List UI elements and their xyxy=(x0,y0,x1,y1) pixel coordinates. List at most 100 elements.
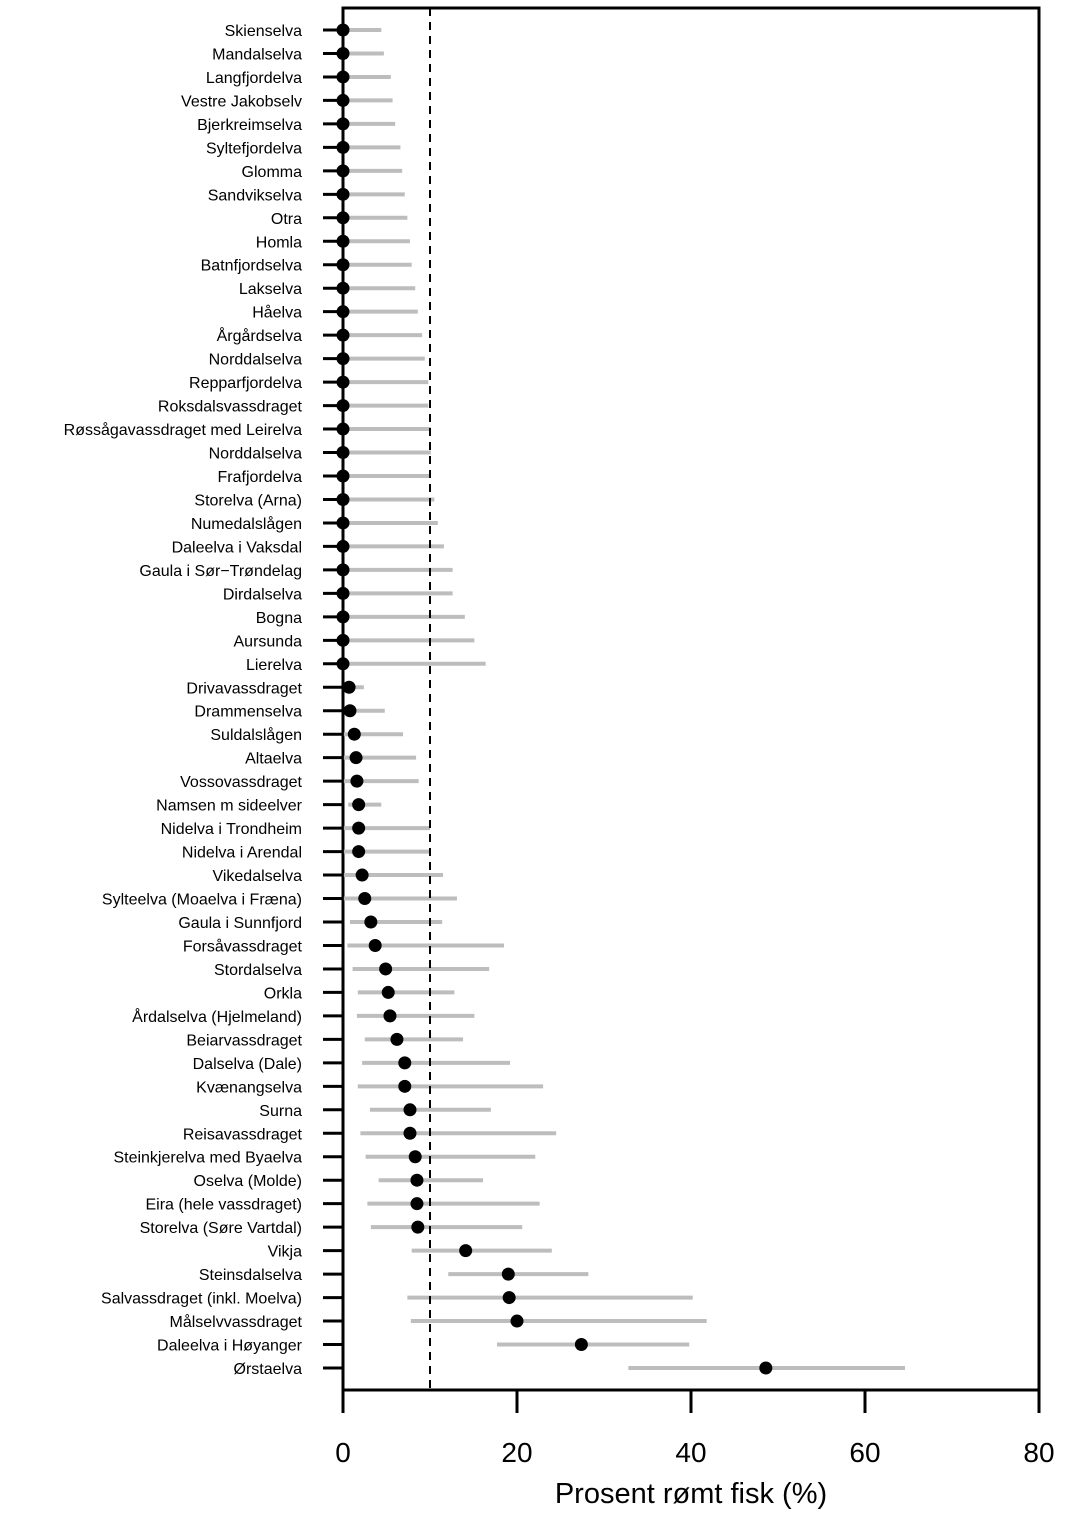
y-tick-label: Ørstaelva xyxy=(234,1361,303,1378)
rows-group: Skienselva Mandalselva Langfjordelva Vestre… xyxy=(64,23,906,1378)
y-tick-label: Norddalselva xyxy=(209,352,302,369)
chart-row: Gaula i Sør−Trøndelag xyxy=(139,563,453,580)
chart-row: Bjerkreimselva xyxy=(197,117,396,134)
chart-row: Salvassdraget (inkl. Moelva) xyxy=(101,1291,693,1308)
chart-row: Drammenselva xyxy=(194,704,385,721)
data-point xyxy=(368,938,382,952)
chart-row: Kvænangselva xyxy=(196,1079,544,1096)
chart-row: Suldalslågen xyxy=(210,726,404,744)
chart-row: Vikedalselva xyxy=(212,868,444,885)
data-point xyxy=(350,774,364,788)
chart-row: Altaelva xyxy=(245,751,417,768)
y-tick-label: Aursunda xyxy=(234,633,303,650)
data-point xyxy=(403,1126,417,1140)
chart-row: Dalselva (Dale) xyxy=(193,1056,511,1073)
y-tick-label: Røssågavassdraget med Leirelva xyxy=(64,421,302,439)
chart-row: Namsen m sideelver xyxy=(156,798,382,815)
chart-row: Forsåvassdraget xyxy=(183,937,504,955)
y-tick-label: Frafjordelva xyxy=(218,469,303,486)
y-tick-label: Surna xyxy=(259,1103,302,1120)
y-tick-label: Vestre Jakobselv xyxy=(181,93,302,110)
data-point xyxy=(336,375,350,389)
chart-row: Batnfjordselva xyxy=(201,258,412,275)
data-point xyxy=(343,704,357,718)
chart-row: Vossovassdraget xyxy=(180,774,419,791)
data-point xyxy=(502,1291,516,1305)
data-point xyxy=(336,305,350,319)
y-tick-label: Vossovassdraget xyxy=(180,774,302,791)
data-point xyxy=(381,985,395,999)
data-point xyxy=(336,164,350,178)
chart-row: Lierelva xyxy=(246,657,486,674)
data-point xyxy=(336,539,350,553)
data-point xyxy=(336,586,350,600)
data-point xyxy=(336,140,350,154)
data-point xyxy=(336,117,350,131)
y-tick-label: Salvassdraget (inkl. Moelva) xyxy=(101,1291,302,1308)
data-point xyxy=(352,821,366,835)
chart-row: Dirdalselva xyxy=(223,586,453,603)
data-point xyxy=(349,751,363,765)
data-point xyxy=(336,422,350,436)
y-tick-label: Namsen m sideelver xyxy=(156,798,303,815)
y-tick-label: Gaula i Sunnfjord xyxy=(178,915,302,932)
data-point xyxy=(398,1079,412,1093)
y-tick-label: Daleelva i Høyanger xyxy=(157,1338,303,1355)
chart-row: Langfjordelva xyxy=(206,70,391,87)
data-point xyxy=(411,1220,425,1234)
y-tick-label: Orkla xyxy=(264,985,302,1002)
chart-row: Oselva (Molde) xyxy=(194,1173,484,1190)
data-point xyxy=(355,868,369,882)
y-tick-label: Eira (hele vassdraget) xyxy=(145,1197,302,1214)
y-tick-label: Altaelva xyxy=(245,751,302,768)
y-tick-label: Daleelva i Vaksdal xyxy=(172,539,302,556)
y-tick-label: Vikedalselva xyxy=(212,868,302,885)
chart-row: Sylteelva (Moaelva i Fræna) xyxy=(102,892,457,909)
y-tick-label: Bjerkreimselva xyxy=(197,117,302,134)
y-tick-label: Nidelva i Arendal xyxy=(182,845,302,862)
data-point xyxy=(336,258,350,272)
chart-row: Vikja xyxy=(268,1244,552,1261)
chart-row: Reisavassdraget xyxy=(183,1126,557,1143)
data-point xyxy=(390,1032,404,1046)
y-tick-label: Batnfjordselva xyxy=(201,258,302,275)
data-point xyxy=(347,727,361,741)
chart-row: Årgårdselva xyxy=(217,326,423,345)
data-point xyxy=(510,1314,524,1328)
data-point xyxy=(410,1197,424,1211)
y-tick-label: Oselva (Molde) xyxy=(194,1173,302,1190)
y-tick-label: Steinsdalselva xyxy=(199,1267,302,1284)
y-tick-label: Årgårdselva xyxy=(217,326,302,345)
y-tick-label: Dalselva (Dale) xyxy=(193,1056,302,1073)
x-tick-label: 20 xyxy=(501,1437,532,1468)
data-point xyxy=(336,469,350,483)
y-tick-label: Mandalselva xyxy=(212,46,302,63)
y-tick-label: Homla xyxy=(256,234,302,251)
chart-row: Otra xyxy=(271,211,408,228)
plot-frame xyxy=(341,6,1041,1392)
y-tick-label: Skienselva xyxy=(225,23,302,40)
chart-row: Skienselva xyxy=(225,23,382,40)
y-tick-label: Norddalselva xyxy=(209,446,302,463)
data-point xyxy=(336,610,350,624)
chart-row: Sandvikselva xyxy=(208,187,405,204)
data-point xyxy=(336,516,350,530)
chart-row: Bogna xyxy=(256,610,465,627)
chart-row: Frafjordelva xyxy=(218,469,431,486)
y-tick-label: Roksdalsvassdraget xyxy=(158,399,303,416)
chart-row: Målselvvassdraget xyxy=(170,1313,707,1331)
chart-row: Repparfjordelva xyxy=(189,375,429,392)
y-tick-label: Langfjordelva xyxy=(206,70,302,87)
chart-row: Homla xyxy=(256,234,410,251)
chart-row: Daleelva i Høyanger xyxy=(157,1338,690,1355)
data-point xyxy=(336,563,350,577)
chart-row: Årdalselva (Hjelmeland) xyxy=(132,1007,475,1026)
data-point xyxy=(336,234,350,248)
y-tick-label: Drammenselva xyxy=(194,704,302,721)
data-point xyxy=(364,915,378,929)
chart-row: Norddalselva xyxy=(209,352,425,369)
x-axis-label: Prosent rømt fisk (%) xyxy=(555,1478,827,1510)
chart-row: Ørstaelva xyxy=(234,1361,906,1378)
y-tick-label: Dirdalselva xyxy=(223,586,302,603)
